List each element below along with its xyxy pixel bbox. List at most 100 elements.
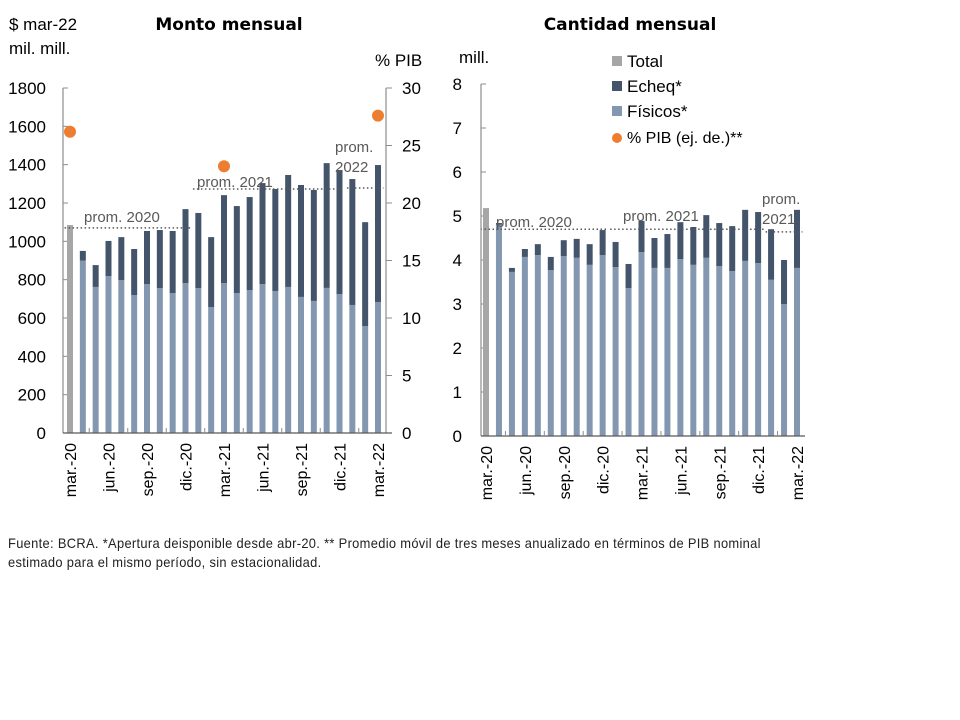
- bar-fisicos: [534, 255, 541, 436]
- y-tick-label: 2: [453, 339, 462, 358]
- y2-tick-label: 0: [402, 424, 411, 443]
- bar-fisicos: [349, 304, 356, 433]
- y-tick-label: 5: [453, 207, 462, 226]
- y2-tick-label: 15: [402, 252, 421, 271]
- bar-echeq: [755, 212, 762, 264]
- bar-fisicos: [131, 295, 138, 433]
- bar-echeq: [118, 237, 125, 281]
- bar-fisicos: [233, 293, 240, 433]
- x-tick-label: jun.-21: [673, 446, 690, 496]
- x-axis-ticks: mar.-20 jun.-20 sep.-20 dic.-20 mar.-21 jun.-…: [63, 428, 388, 497]
- bar-fisicos: [573, 257, 580, 436]
- bar-echeq: [521, 249, 528, 257]
- bar-fisicos: [79, 260, 86, 433]
- bar-echeq: [195, 212, 202, 289]
- x-tick-label: mar.-21: [635, 446, 652, 500]
- y-tick-label: 400: [18, 347, 46, 366]
- bar-echeq: [144, 230, 150, 285]
- bar-fisicos: [742, 260, 749, 436]
- bar-fisicos: [195, 288, 202, 433]
- bar-echeq: [495, 223, 502, 225]
- bar-echeq: [362, 222, 369, 327]
- x-tick-label: dic.-21: [751, 446, 768, 494]
- y2-axis-label: % PIB: [375, 51, 422, 70]
- bar-echeq: [599, 230, 606, 256]
- bars: [67, 163, 381, 433]
- bar-echeq: [794, 209, 800, 268]
- bar-fisicos: [362, 326, 369, 433]
- legend-swatch-echeq: [612, 81, 622, 91]
- y-tick-label: 600: [18, 309, 46, 328]
- x-tick-label: jun.-20: [102, 443, 119, 493]
- bar-total: [67, 225, 73, 433]
- average-label: prom.: [762, 191, 800, 208]
- bar-fisicos: [794, 267, 800, 436]
- bar-echeq: [272, 189, 279, 291]
- bar-fisicos: [259, 284, 266, 433]
- y-tick-label: 0: [37, 424, 46, 443]
- y-axis-label: mill.: [459, 48, 489, 67]
- bar-echeq: [92, 265, 99, 287]
- bar-fisicos: [221, 283, 227, 433]
- bar-echeq: [638, 220, 645, 253]
- legend-label-echeq: Echeq*: [627, 77, 682, 96]
- y-tick-label: 8: [453, 75, 462, 94]
- chart-title-cantidad: Cantidad mensual: [544, 15, 717, 35]
- bar-echeq: [690, 227, 697, 265]
- bar-echeq: [131, 249, 138, 295]
- bar-total: [483, 208, 489, 436]
- y-tick-label: 3: [453, 295, 462, 314]
- bar-fisicos: [495, 224, 502, 436]
- bar-fisicos: [336, 294, 343, 433]
- bar-echeq: [79, 250, 86, 261]
- bar-fisicos: [729, 271, 736, 436]
- y2-tick-label: 20: [402, 194, 421, 213]
- x-axis-ticks: mar.-20 jun.-20 sep.-20 dic.-20 mar.-21 jun.-…: [479, 431, 807, 500]
- y-tick-label: 6: [453, 163, 462, 182]
- y-tick-label: 1600: [8, 117, 46, 136]
- bar-echeq: [534, 244, 541, 256]
- y-axis-ticks: 0 200 400 600 800 1000 1200 1400 1600 1800: [8, 79, 68, 443]
- bar-echeq: [310, 189, 317, 301]
- bar-echeq: [169, 230, 176, 294]
- bar-echeq: [560, 240, 567, 257]
- average-label: prom. 2021: [623, 208, 699, 225]
- bar-echeq: [156, 230, 163, 289]
- bar-echeq: [664, 234, 671, 268]
- x-tick-label: jun.-21: [256, 443, 273, 493]
- bar-echeq: [298, 184, 304, 297]
- y-tick-label: 1: [453, 383, 462, 402]
- x-tick-label: mar.-22: [371, 443, 388, 497]
- bar-echeq: [285, 175, 292, 287]
- y-axis-label-line2: mil. mill.: [9, 39, 70, 58]
- bar-fisicos: [664, 267, 671, 436]
- average-label: prom. 2020: [84, 209, 160, 226]
- bar-fisicos: [625, 288, 632, 436]
- bar-echeq: [625, 263, 632, 289]
- bar-fisicos: [781, 304, 788, 436]
- y-axis-ticks: 0 1 2 3 4 5 6 7 8: [453, 75, 486, 446]
- y2-axis-ticks: 0 5 10 15 20 25 30: [385, 79, 421, 443]
- bar-echeq: [729, 226, 736, 271]
- bar-fisicos: [547, 270, 554, 436]
- x-tick-label: sep.-21: [294, 443, 311, 496]
- x-tick-label: sep.-20: [557, 446, 574, 499]
- y-tick-label: 1000: [8, 232, 46, 251]
- x-tick-label: mar.-20: [63, 443, 80, 497]
- bar-echeq: [323, 163, 330, 288]
- bars: [483, 208, 800, 436]
- y-tick-label: 1200: [8, 194, 46, 213]
- legend-swatch-fisicos: [612, 106, 622, 116]
- y-axis-label-line1: $ mar-22: [9, 15, 77, 34]
- bar-echeq: [716, 223, 723, 267]
- legend-swatch-total: [612, 56, 622, 66]
- bar-echeq: [547, 256, 554, 271]
- cantidad-mensual-chart: Cantidad mensual mill. 0 1 2 3 4 5 6 7 8 prom. 2…: [453, 15, 807, 500]
- legend-swatch-pib: [612, 133, 622, 143]
- bar-echeq: [742, 209, 749, 261]
- bar-fisicos: [285, 286, 292, 433]
- pib-points: [64, 109, 384, 173]
- bar-fisicos: [508, 271, 515, 436]
- x-tick-label: mar.-20: [479, 446, 496, 500]
